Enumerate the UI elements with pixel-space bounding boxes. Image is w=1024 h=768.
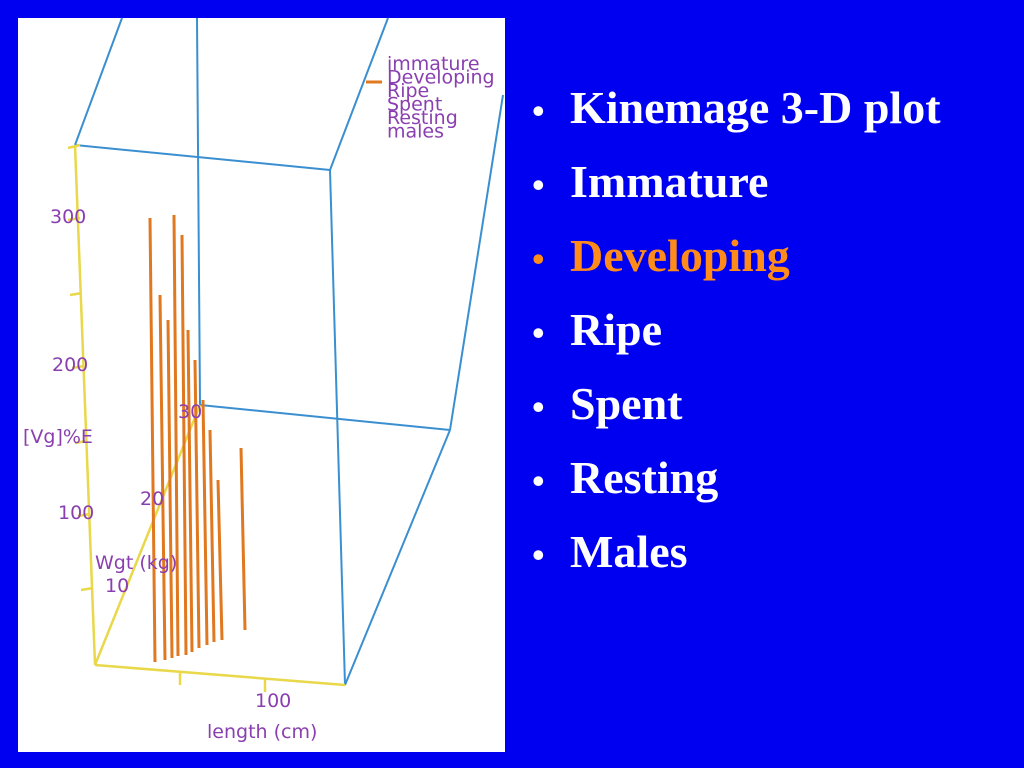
legend-entry: Spent bbox=[387, 94, 442, 116]
bullet-item: Ripe bbox=[532, 300, 941, 374]
bullet-item: Developing bbox=[532, 226, 941, 300]
z-tick-label: 30 bbox=[178, 401, 202, 423]
bullet-list: Kinemage 3-D plotImmatureDevelopingRipeS… bbox=[532, 78, 941, 596]
legend-entry: males bbox=[387, 121, 444, 143]
legend-entry: Ripe bbox=[387, 80, 429, 102]
y-tick-label: 100 bbox=[58, 502, 94, 524]
bullet-item: Spent bbox=[532, 374, 941, 448]
bullet-item: Immature bbox=[532, 152, 941, 226]
y-axis-label: [Vg]%E bbox=[23, 426, 93, 448]
z-axis-label: Wgt (kg) bbox=[95, 552, 177, 574]
bullet-item: Resting bbox=[532, 448, 941, 522]
y-tick-label: 300 bbox=[50, 206, 86, 228]
bullet-item: Kinemage 3-D plot bbox=[532, 78, 941, 152]
x-tick-label: 100 bbox=[255, 690, 291, 712]
legend-entry: immature bbox=[387, 53, 480, 75]
bounding-box bbox=[74, 17, 504, 686]
bullet-item: Males bbox=[532, 522, 941, 596]
axes bbox=[67, 143, 346, 692]
legend-entry: Resting bbox=[387, 107, 458, 129]
z-tick-label: 10 bbox=[105, 575, 129, 597]
y-tick-label: 200 bbox=[52, 354, 88, 376]
legend-entry: Developing bbox=[387, 67, 495, 89]
x-axis-label: length (cm) bbox=[207, 721, 317, 743]
z-tick-label: 20 bbox=[140, 488, 164, 510]
data-spikes bbox=[148, 80, 382, 663]
plot-background bbox=[18, 18, 505, 752]
